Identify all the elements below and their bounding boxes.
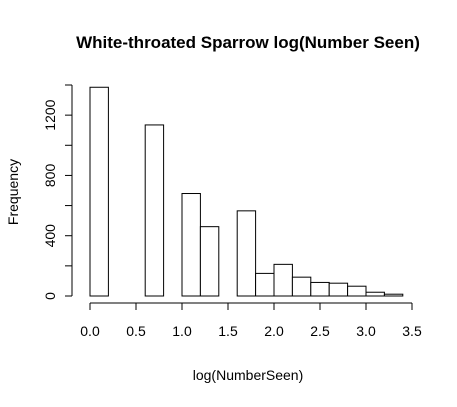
x-tick-label: 1.0 (172, 323, 192, 339)
histogram-bar (144, 124, 165, 297)
histogram-bar (328, 282, 349, 297)
x-tick-label: 0.0 (80, 323, 100, 339)
histogram-bar (310, 281, 330, 297)
histogram-bar (236, 210, 257, 297)
y-tick-label: 1200 (42, 99, 58, 130)
y-tick-label: 800 (42, 164, 58, 188)
histogram-bar (89, 86, 109, 297)
histogram-bar (199, 226, 220, 297)
y-tick-label: 0 (42, 292, 58, 300)
x-tick-label: 3.0 (356, 323, 376, 339)
chart-title: White-throated Sparrow log(Number Seen) (76, 33, 420, 52)
histogram-bar (273, 263, 293, 297)
histogram-bar (291, 276, 312, 297)
x-tick-label: 1.5 (218, 323, 238, 339)
y-axis-title: Frequency (5, 159, 21, 225)
x-tick-label: 2.0 (264, 323, 284, 339)
x-axis-title: log(NumberSeen) (193, 367, 304, 383)
x-tick-label: 0.5 (126, 323, 146, 339)
y-axis: 0 400 800 1200 (42, 84, 73, 300)
histogram-bar (347, 285, 367, 297)
x-axis: 0.0 0.5 1.0 1.5 2.0 2.5 3.0 3.5 (80, 302, 422, 339)
bars-layer (89, 86, 404, 297)
x-tick-label: 3.5 (402, 323, 422, 339)
histogram-bar (383, 293, 404, 297)
y-tick-label: 400 (42, 224, 58, 248)
histogram-bar (255, 272, 275, 297)
histogram-bar (365, 291, 385, 297)
x-tick-label: 2.5 (310, 323, 330, 339)
histogram-bar (181, 193, 201, 297)
